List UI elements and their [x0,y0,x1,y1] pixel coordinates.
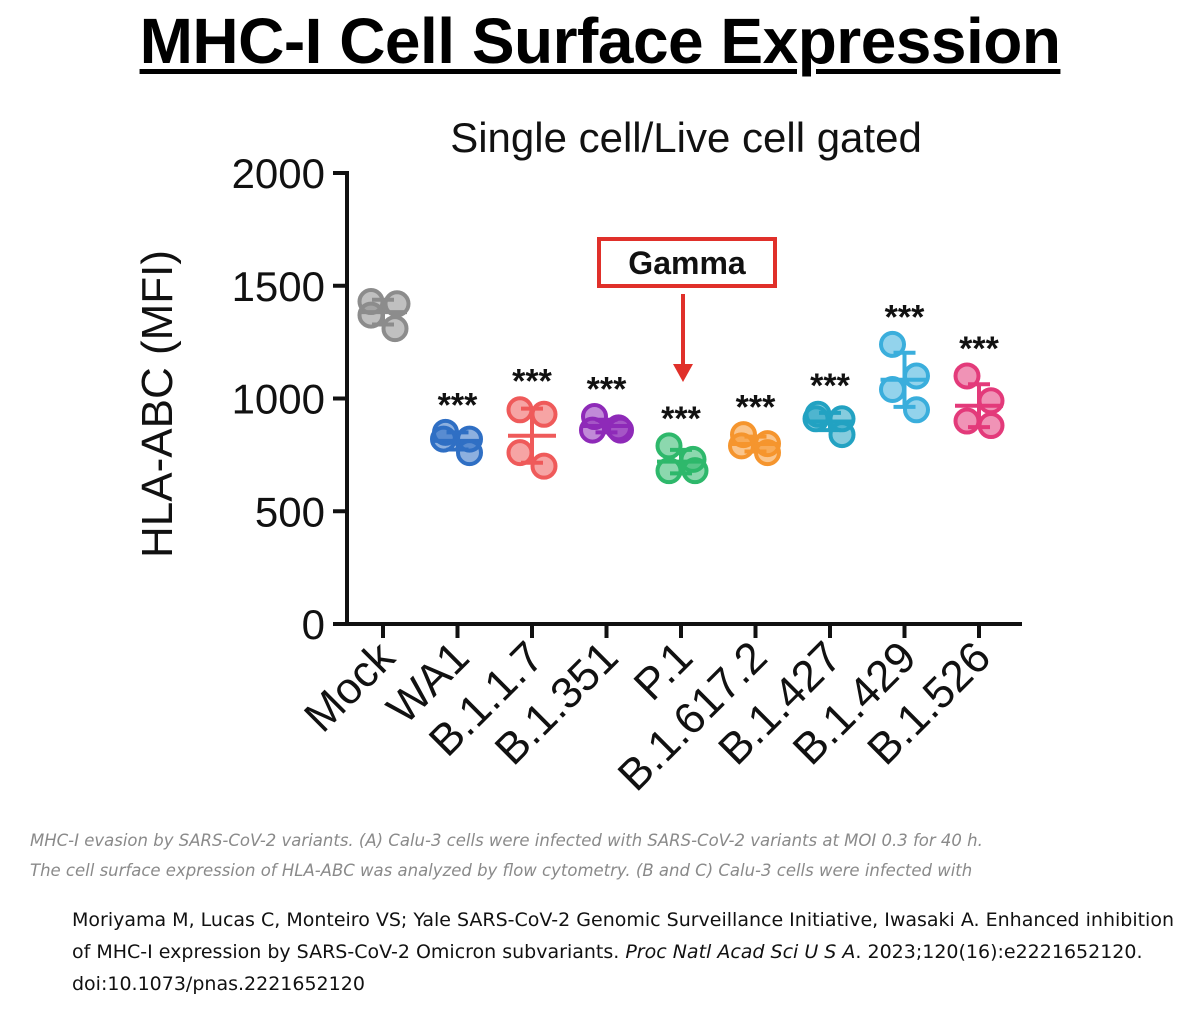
data-point [381,315,409,343]
data-point [953,362,981,390]
significance-labels: *** *** *** *** *** *** *** *** [438,298,1000,437]
data-point [530,452,558,480]
data-points [357,288,1005,485]
y-tick-label: 500 [255,488,325,535]
data-point [681,457,709,485]
significance-label: *** [736,389,776,427]
caption-line-1: MHC-I evasion by SARS-CoV-2 variants. (A… [30,831,983,850]
significance-label: *** [587,371,627,409]
significance-label: *** [512,363,552,401]
y-tick-label: 2000 [232,150,325,197]
data-point [953,407,981,435]
data-point [828,421,856,449]
annotation-box [597,237,777,288]
annotation-label: Gamma [628,245,746,281]
citation-details: . 2023;120(16):e2221652120. doi:10.1073/… [72,941,1143,995]
citation-journal: Proc Natl Acad Sci U S A [625,941,856,963]
y-axis-label: HLA-ABC (MFI) [133,250,182,558]
data-point [430,425,457,453]
significance-label: *** [661,400,701,438]
significance-label: *** [810,367,850,405]
significance-label: *** [959,330,999,368]
citation: Moriyama M, Lucas C, Monteiro VS; Yale S… [72,904,1182,1000]
x-axis-ticks: MockWA1B.1.1.7B.1.351P.1B.1.617.2B.1.427… [295,624,1000,800]
page-title: MHC-I Cell Surface Expression [139,5,1061,77]
x-tick-label: Mock [295,632,405,742]
data-point [579,416,606,444]
data-point [728,432,755,460]
data-point [655,457,683,485]
data-point [383,290,411,318]
annotation-arrow-head [673,364,693,382]
significance-label: *** [438,386,478,424]
hla-abc-dot-plot: Single cell/Live cell gated HLA-ABC (MFI… [133,114,1022,800]
data-point [879,330,906,358]
data-point [903,362,930,390]
y-tick-label: 1500 [232,263,325,310]
y-tick-label: 0 [302,601,325,648]
data-point [754,439,781,467]
significance-label: *** [885,298,925,336]
data-point [903,396,930,424]
gamma-annotation: Gamma [597,237,777,382]
data-point [456,439,483,467]
data-point [506,396,534,424]
chart-title: Single cell/Live cell gated [450,114,922,161]
data-point [977,387,1005,415]
data-point [506,439,534,467]
data-point [977,412,1005,440]
y-axis-ticks: 0 500 1000 1500 2000 [232,150,347,648]
data-point [357,301,385,329]
caption-line-2: The cell surface expression of HLA-ABC w… [30,861,973,880]
data-point [802,405,830,433]
citation-authors-title: Moriyama M, Lucas C, Monteiro VS; Yale S… [72,909,1174,963]
data-point [879,375,906,403]
data-point [607,416,634,444]
y-tick-label: 1000 [232,376,325,423]
data-point [530,400,558,428]
figure-caption: MHC-I evasion by SARS-CoV-2 variants. (A… [30,826,1190,886]
